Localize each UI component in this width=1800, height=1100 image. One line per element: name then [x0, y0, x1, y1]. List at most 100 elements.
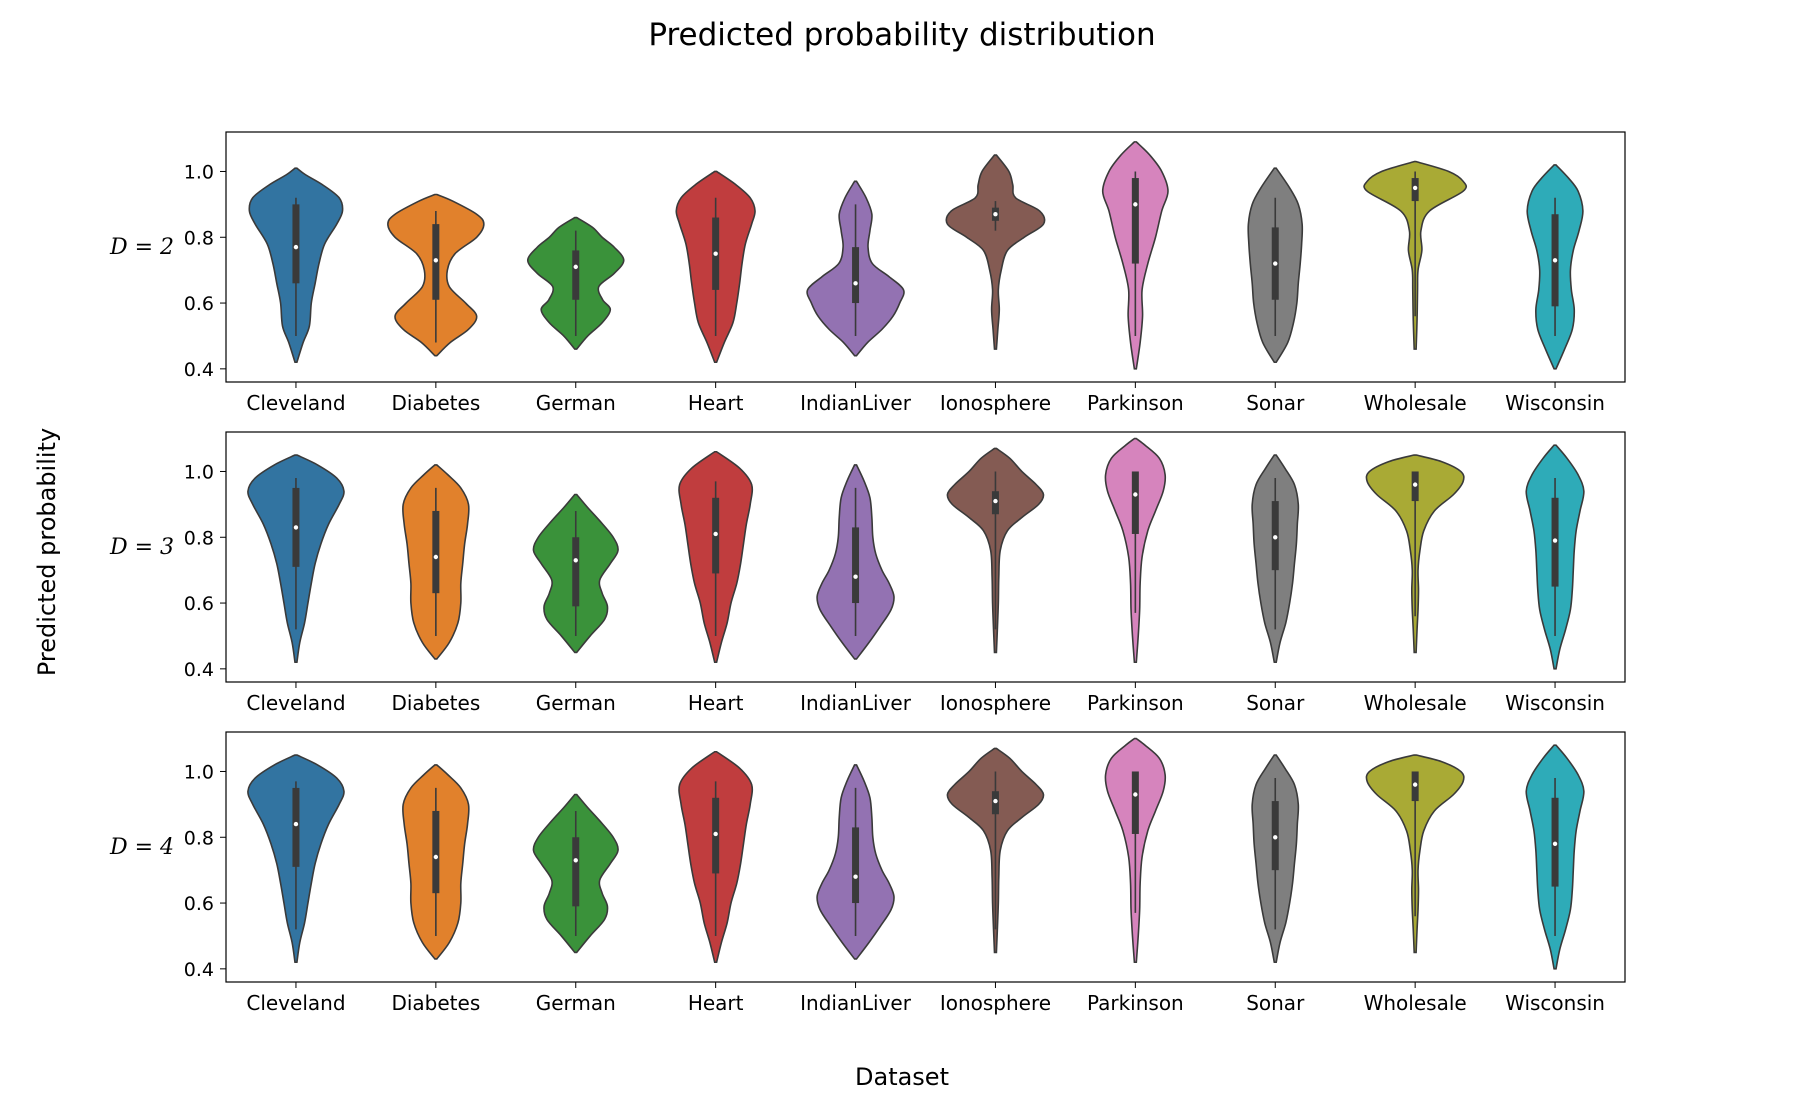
violin-median-dot: [1552, 538, 1558, 543]
plot-frame: [225, 731, 1626, 983]
x-tick-label: German: [536, 691, 616, 715]
violin-iqr-box: [572, 837, 580, 907]
violin-median-dot: [433, 554, 439, 560]
x-tick-label: Sonar: [1246, 991, 1305, 1015]
violin-median-dot: [1273, 835, 1278, 840]
x-tick-label: Heart: [688, 391, 744, 415]
violin-median-dot: [1133, 792, 1138, 797]
violin-iqr-box: [1131, 178, 1139, 264]
violin-median-dot: [433, 258, 439, 263]
violin-median-dot: [713, 251, 718, 256]
violin-median-dot: [713, 831, 718, 837]
x-tick-label: Diabetes: [391, 691, 480, 715]
x-tick-label: Parkinson: [1087, 691, 1184, 715]
y-tick-label: 0.6: [184, 893, 214, 915]
x-tick-label: Heart: [688, 691, 744, 715]
panel-3: 0.4 0.6 0.8 1.0 D = 4 Cleveland Diabetes German…: [109, 731, 1626, 1015]
x-tick-label: IndianLiver: [800, 691, 912, 715]
violin-median-dot: [1133, 492, 1138, 497]
violin-median-dot: [293, 244, 299, 250]
violin-iqr-box: [432, 510, 440, 594]
y-tick-label: 0.8: [184, 827, 214, 849]
violin-median-dot: [1412, 782, 1418, 787]
violin-ionosphere: [945, 154, 1046, 350]
y-tick-label: 1.0: [184, 761, 214, 783]
x-tick-label: Wisconsin: [1505, 391, 1605, 415]
x-tick-label: Ionosphere: [940, 991, 1051, 1015]
y-axis-title: Predicted probability: [33, 428, 61, 676]
violin-median-dot: [713, 531, 718, 537]
violin-median-dot: [573, 858, 578, 863]
x-tick-label: Wholesale: [1364, 991, 1467, 1015]
plot-frame: [225, 131, 1626, 383]
violin-median-dot: [573, 558, 578, 563]
violin-iqr-box: [1131, 771, 1139, 834]
x-tick-label: Diabetes: [391, 391, 480, 415]
x-tick-label: Sonar: [1246, 691, 1305, 715]
y-tick-label: 1.0: [184, 161, 214, 183]
y-tick-label: 0.8: [184, 527, 214, 549]
violin-iqr-box: [292, 204, 300, 284]
violin-iqr-box: [292, 787, 300, 867]
violin-iqr-box: [572, 250, 580, 300]
x-tick-label: Diabetes: [391, 991, 480, 1015]
x-tick-label: Ionosphere: [940, 391, 1051, 415]
violin-iqr-box: [572, 537, 580, 607]
violin-median-dot: [853, 281, 858, 286]
violin-median-dot: [853, 874, 858, 879]
violin-median-dot: [1412, 185, 1418, 191]
violin-median-dot: [293, 821, 299, 827]
x-tick-label: Cleveland: [246, 991, 345, 1015]
x-tick-label: German: [536, 391, 616, 415]
x-tick-label: Cleveland: [246, 391, 345, 415]
x-tick-label: IndianLiver: [800, 991, 912, 1015]
x-tick-label: Wisconsin: [1505, 691, 1605, 715]
chart-title: Predicted probability distribution: [648, 17, 1155, 53]
panel-1: 0.4 0.6 0.8 1.0 D = 2 Cleveland Diabetes German…: [109, 131, 1626, 415]
violin-median-dot: [853, 574, 858, 579]
panel-2: 0.4 0.6 0.8 1.0 D = 3 Cleveland Diabetes German…: [109, 431, 1626, 715]
y-tick-label: 0.8: [184, 227, 214, 249]
violin-iqr-box: [852, 827, 860, 904]
x-tick-label: German: [536, 991, 616, 1015]
x-axis-title: Dataset: [855, 1063, 949, 1091]
x-tick-label: Sonar: [1246, 391, 1305, 415]
y-tick-label: 0.4: [184, 659, 214, 681]
y-tick-label: 0.6: [184, 293, 214, 315]
plot-frame: [225, 431, 1626, 683]
violin-median-dot: [1273, 535, 1278, 540]
x-tick-label: Parkinson: [1087, 991, 1184, 1015]
violin-median-dot: [1412, 482, 1418, 487]
violin-median-dot: [1133, 202, 1138, 207]
violin-median-dot: [1552, 258, 1558, 263]
x-tick-label: Heart: [688, 991, 744, 1015]
x-tick-label: Wholesale: [1364, 691, 1467, 715]
panel-row-label: D = 4: [109, 835, 174, 860]
violin-median-dot: [293, 525, 299, 530]
x-tick-label: IndianLiver: [800, 391, 912, 415]
violin-iqr-box: [432, 810, 440, 894]
violin-median-dot: [433, 854, 439, 860]
violin-iqr-box: [852, 247, 860, 304]
panel-row-label: D = 2: [109, 235, 174, 260]
violin-iqr-box: [852, 527, 860, 604]
panel-row-label: D = 3: [109, 535, 174, 560]
violin-iqr-box: [1131, 471, 1139, 534]
violin-median-dot: [573, 264, 578, 270]
x-tick-label: Wholesale: [1364, 391, 1467, 415]
violin-median-dot: [993, 212, 998, 217]
y-tick-label: 0.4: [184, 959, 214, 981]
x-tick-label: Ionosphere: [940, 691, 1051, 715]
violin-median-dot: [993, 498, 998, 504]
violin-median-dot: [993, 798, 998, 804]
y-tick-label: 0.6: [184, 593, 214, 615]
violin-median-dot: [1273, 261, 1278, 266]
panels-group: 0.4 0.6 0.8 1.0 D = 2 Cleveland Diabetes German…: [109, 131, 1626, 1015]
x-tick-label: Parkinson: [1087, 391, 1184, 415]
y-tick-label: 1.0: [184, 461, 214, 483]
y-tick-label: 0.4: [184, 359, 214, 381]
x-tick-label: Cleveland: [246, 691, 345, 715]
violin-median-dot: [1552, 841, 1558, 847]
